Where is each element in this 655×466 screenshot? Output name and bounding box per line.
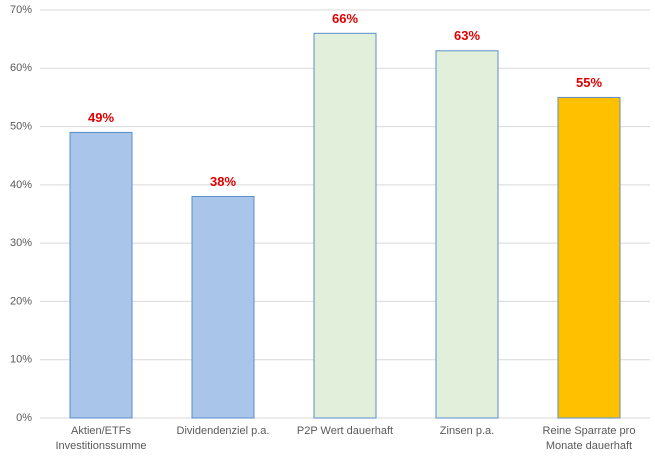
y-tick-label: 0% [16, 412, 32, 424]
value-label: 38% [210, 174, 236, 189]
y-tick-label: 60% [10, 62, 32, 74]
y-tick-label: 30% [10, 237, 32, 249]
y-tick-label: 40% [10, 179, 32, 191]
x-tick-label: Zinsen p.a. [439, 425, 495, 437]
x-tick-label: Reine Sparrate pro Monate dauerhaft [542, 425, 636, 452]
value-label: 63% [454, 28, 480, 43]
value-label: 66% [332, 11, 358, 26]
bar [191, 196, 255, 419]
y-tick-label: 10% [10, 354, 32, 366]
x-tick-label: Dividendenziel p.a. [176, 425, 270, 437]
x-tick-label: P2P Wert dauerhaft [296, 425, 394, 437]
bar [435, 50, 499, 419]
bar [313, 32, 377, 419]
value-label: 55% [576, 75, 602, 90]
x-tick-label: Aktien/ETFs Investitionssumme [55, 425, 147, 452]
bar [557, 96, 621, 419]
y-tick-label: 20% [10, 295, 32, 307]
y-tick-label: 70% [10, 4, 32, 16]
y-tick-label: 50% [10, 120, 32, 132]
value-label: 49% [88, 110, 114, 125]
bar [69, 131, 133, 419]
